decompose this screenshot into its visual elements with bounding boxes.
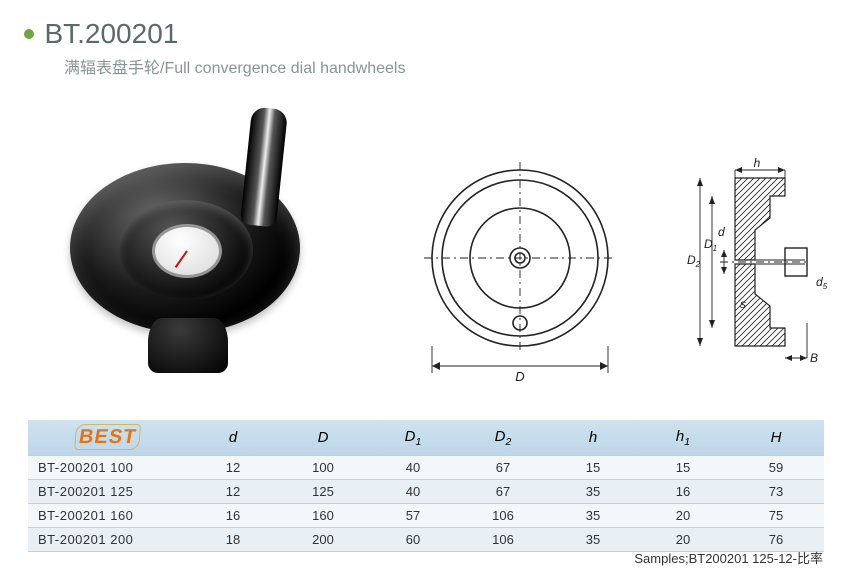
side-view-drawing: h D2 D1 d d5 s B (660, 158, 835, 388)
table-col-header: D1 (368, 420, 458, 456)
dim-d5-sub: 5 (823, 282, 828, 291)
value-cell: 15 (638, 456, 728, 480)
table-col-header: d (188, 420, 278, 456)
dim-D1-sub: 1 (713, 244, 717, 253)
model-cell: BT-200201 125 (28, 480, 188, 504)
dim-s: s (740, 297, 746, 311)
spec-table: BESTdDD1D2hh1H BT-200201 100121004067151… (28, 420, 824, 552)
svg-text:D2: D2 (687, 253, 701, 269)
brand-logo: BEST (77, 426, 138, 449)
value-cell: 73 (728, 480, 824, 504)
table-col-header: h (548, 420, 638, 456)
value-cell: 18 (188, 528, 278, 552)
value-cell: 125 (278, 480, 368, 504)
footer-note: Samples;BT200201 125-12-比率 (634, 548, 823, 567)
table-col-header: D (278, 420, 368, 456)
value-cell: 59 (728, 456, 824, 480)
dim-h: h (754, 158, 761, 170)
table-col-header: H (728, 420, 824, 456)
value-cell: 75 (728, 504, 824, 528)
model-cell: BT-200201 200 (28, 528, 188, 552)
value-cell: 40 (368, 480, 458, 504)
value-cell: 12 (188, 456, 278, 480)
value-cell: 57 (368, 504, 458, 528)
svg-text:d5: d5 (816, 275, 828, 291)
value-cell: 12 (188, 480, 278, 504)
value-cell: 35 (548, 504, 638, 528)
table-col-header: D2 (458, 420, 548, 456)
header: BT.200201 满辐表盘手轮/Full convergence dial h… (0, 0, 847, 78)
value-cell: 20 (638, 504, 728, 528)
table-col-header: BEST (28, 420, 188, 456)
table-col-header: h1 (638, 420, 728, 456)
value-cell: 67 (458, 456, 548, 480)
dim-D2-sub: 2 (695, 260, 701, 269)
product-photo (70, 108, 330, 368)
value-cell: 160 (278, 504, 368, 528)
value-cell: 40 (368, 456, 458, 480)
model-cell: BT-200201 100 (28, 456, 188, 480)
table-body: BT-200201 100121004067151559BT-200201 12… (28, 456, 824, 552)
product-code: BT.200201 (44, 18, 178, 50)
value-cell: 200 (278, 528, 368, 552)
svg-text:D1: D1 (704, 237, 717, 253)
table-row: BT-200201 125121254067351673 (28, 480, 824, 504)
value-cell: 16 (188, 504, 278, 528)
dim-B: B (810, 351, 818, 365)
bullet-icon (24, 29, 34, 39)
value-cell: 106 (458, 528, 548, 552)
product-subtitle: 满辐表盘手轮/Full convergence dial handwheels (64, 54, 847, 78)
value-cell: 35 (548, 528, 638, 552)
figures-area: D h D2 D1 d (0, 78, 847, 408)
dim-D2: D (687, 253, 696, 267)
model-cell: BT-200201 160 (28, 504, 188, 528)
value-cell: 60 (368, 528, 458, 552)
front-view-drawing: D (410, 158, 630, 388)
dim-D: D (515, 369, 524, 384)
value-cell: 100 (278, 456, 368, 480)
value-cell: 106 (458, 504, 548, 528)
table-row: BT-200201 100121004067151559 (28, 456, 824, 480)
value-cell: 67 (458, 480, 548, 504)
value-cell: 16 (638, 480, 728, 504)
table-header-row: BEST dDD1D2hh1H (28, 420, 824, 456)
table-row: BT-200201 1601616057106352075 (28, 504, 824, 528)
value-cell: 35 (548, 480, 638, 504)
dim-d: d (718, 225, 725, 239)
dim-D1: D (704, 237, 713, 251)
value-cell: 15 (548, 456, 638, 480)
